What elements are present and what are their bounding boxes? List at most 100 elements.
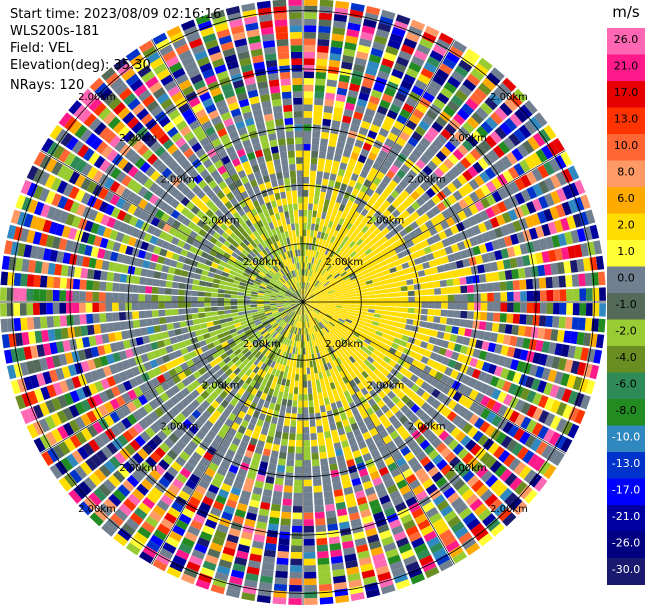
range-gate: [407, 307, 415, 314]
range-gate: [188, 473, 201, 485]
range-gate: [329, 53, 342, 62]
range-gate: [330, 46, 343, 55]
range-gate: [240, 490, 252, 500]
range-gate: [330, 166, 339, 175]
range-gate: [372, 248, 381, 256]
range-gate: [404, 273, 413, 280]
range-gate: [517, 267, 526, 279]
range-gate: [308, 334, 312, 342]
range-gate: [315, 296, 323, 300]
range-gate: [470, 148, 482, 161]
range-gate: [384, 273, 392, 280]
range-gate: [210, 292, 218, 298]
range-gate: [389, 330, 397, 338]
range-gate: [340, 327, 348, 333]
range-gate: [541, 145, 554, 160]
range-gate: [349, 371, 357, 380]
range-gate: [452, 318, 461, 327]
range-gate: [533, 290, 541, 302]
range-gate: [528, 253, 538, 266]
range-gate: [370, 89, 383, 99]
range-gate: [401, 209, 411, 219]
range-gate: [309, 236, 314, 244]
range-gate: [303, 84, 314, 92]
range-gate: [285, 406, 292, 414]
range-gate: [167, 266, 176, 275]
range-gate: [349, 302, 356, 305]
range-gate: [259, 575, 273, 584]
range-gate: [538, 238, 548, 251]
range-gate: [325, 437, 333, 446]
range-gate: [327, 310, 335, 314]
range-gate: [562, 404, 574, 419]
range-gate: [380, 314, 388, 320]
range-gate: [392, 321, 400, 328]
range-gate: [345, 559, 359, 569]
range-gate: [347, 311, 355, 316]
range-gate: [493, 145, 505, 158]
range-gate: [336, 364, 343, 373]
range-gate: [509, 113, 523, 128]
range-gate: [225, 588, 241, 599]
range-gate: [275, 570, 288, 579]
range-gate: [270, 353, 276, 361]
range-gate: [495, 431, 507, 445]
range-gate: [367, 251, 375, 259]
range-gate: [117, 527, 132, 542]
range-gate: [316, 385, 322, 394]
range-gate: [83, 496, 98, 511]
range-gate: [530, 378, 541, 391]
range-gate: [250, 387, 258, 396]
range-gate: [346, 136, 356, 146]
range-gate: [394, 307, 402, 312]
range-gate: [210, 390, 219, 400]
range-gate: [344, 351, 352, 359]
range-gate: [311, 459, 320, 467]
range-gate: [438, 162, 450, 174]
range-gate: [392, 174, 402, 184]
range-gate: [159, 547, 174, 560]
range-gate: [191, 302, 198, 308]
range-gate: [303, 354, 306, 362]
range-gate: [326, 287, 334, 292]
range-gate: [478, 273, 487, 283]
range-gate: [291, 525, 303, 533]
range-gate: [512, 280, 521, 291]
range-gate: [499, 313, 507, 323]
range-gate: [354, 256, 362, 264]
range-gate: [283, 315, 289, 321]
range-gate: [566, 374, 577, 389]
range-gate: [65, 290, 73, 302]
range-gate: [0, 287, 7, 301]
range-gate: [483, 373, 494, 385]
range-gate: [219, 460, 231, 471]
range-gate: [383, 328, 391, 335]
range-gate: [543, 464, 557, 480]
range-gate: [378, 322, 386, 329]
range-gate: [338, 392, 346, 401]
range-gate: [564, 359, 574, 373]
range-gate: [599, 303, 606, 317]
range-gate: [243, 579, 258, 589]
range-gate: [419, 181, 430, 192]
range-gate: [145, 277, 154, 286]
range-gate: [232, 480, 244, 490]
range-gate: [313, 230, 318, 238]
range-gate: [225, 403, 235, 413]
range-gate: [122, 479, 135, 493]
range-gate: [544, 177, 556, 192]
range-gate: [432, 361, 442, 371]
range-gate: [453, 343, 462, 353]
range-gate: [361, 329, 370, 335]
range-gate: [46, 316, 54, 328]
range-gate: [500, 224, 510, 237]
range-gate: [278, 370, 284, 379]
range-gate: [175, 548, 190, 561]
range-gate: [312, 271, 317, 278]
range-gate: [313, 325, 318, 333]
range-gate: [538, 195, 549, 209]
range-gate: [465, 319, 474, 329]
range-gate: [215, 377, 224, 386]
range-gate: [474, 404, 486, 417]
range-gate: [428, 226, 438, 236]
